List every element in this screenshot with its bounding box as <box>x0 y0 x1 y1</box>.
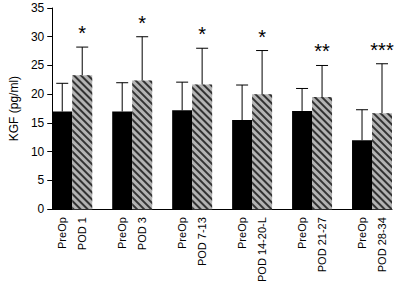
svg-text:30: 30 <box>31 30 45 44</box>
svg-text:KGF (pg/ml): KGF (pg/ml) <box>7 76 21 141</box>
svg-text:*: * <box>198 23 206 45</box>
svg-text:***: *** <box>370 39 394 61</box>
svg-text:5: 5 <box>38 173 45 187</box>
svg-text:20: 20 <box>31 87 45 101</box>
svg-text:PreOp: PreOp <box>356 217 368 249</box>
svg-text:*: * <box>258 26 266 48</box>
svg-text:PreOp: PreOp <box>236 217 248 249</box>
svg-text:15: 15 <box>31 116 45 130</box>
svg-text:PreOp: PreOp <box>176 217 188 249</box>
svg-text:*: * <box>138 12 146 34</box>
svg-text:PreOp: PreOp <box>116 217 128 249</box>
svg-text:10: 10 <box>31 145 45 159</box>
svg-text:25: 25 <box>31 58 45 72</box>
svg-text:POD 3: POD 3 <box>136 217 148 250</box>
svg-text:POD 28-34: POD 28-34 <box>376 217 388 272</box>
svg-text:PreOp: PreOp <box>56 217 68 249</box>
svg-text:**: ** <box>314 40 330 62</box>
svg-text:*: * <box>78 22 86 44</box>
svg-text:POD 14-20-L: POD 14-20-L <box>256 217 268 282</box>
svg-text:POD 1: POD 1 <box>76 217 88 250</box>
svg-text:PreOp: PreOp <box>296 217 308 249</box>
svg-text:POD 21-27: POD 21-27 <box>316 217 328 272</box>
svg-text:35: 35 <box>31 1 45 15</box>
svg-text:POD 7-13: POD 7-13 <box>196 217 208 266</box>
svg-text:0: 0 <box>38 202 45 216</box>
